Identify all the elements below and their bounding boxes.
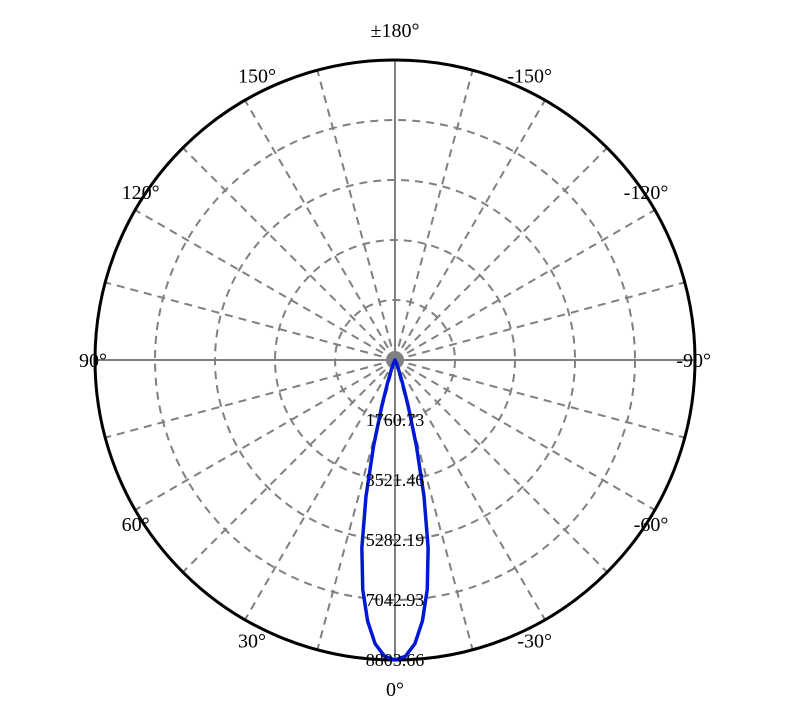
grid-ray <box>245 100 395 360</box>
radial-label: 8803.66 <box>366 650 425 670</box>
radial-label: 1760.73 <box>366 410 425 430</box>
angle-label: -30° <box>517 630 552 652</box>
angle-label: 120° <box>122 182 160 204</box>
angle-label: 60° <box>122 514 150 536</box>
grid-ray <box>395 360 685 438</box>
grid-ray <box>395 100 545 360</box>
angle-label: -60° <box>634 514 669 536</box>
grid-ray <box>317 70 395 360</box>
angle-label: -150° <box>507 66 552 88</box>
grid-ray <box>183 148 395 360</box>
grid-ray <box>135 210 395 360</box>
radial-label: 5282.19 <box>366 530 425 550</box>
grid-ray <box>105 282 395 360</box>
angle-label: ±180° <box>371 20 420 42</box>
angle-label: -120° <box>624 182 669 204</box>
angle-label: -90° <box>676 350 711 372</box>
angle-label: 90° <box>79 350 107 372</box>
polar-chart: 1760.73 3521.46 5282.19 7042.93 8803.66 0° 30°… <box>0 0 791 717</box>
grid-ray <box>395 148 607 360</box>
grid-ray <box>395 360 655 510</box>
angle-label: 150° <box>238 66 276 88</box>
grid-ray <box>395 210 655 360</box>
angle-label: 0° <box>386 679 404 701</box>
grid-ray <box>135 360 395 510</box>
grid-ray <box>105 360 395 438</box>
radial-label: 7042.93 <box>366 590 425 610</box>
radial-label: 3521.46 <box>366 470 425 490</box>
grid-ray <box>395 282 685 360</box>
angle-label: 30° <box>238 630 266 652</box>
grid-ray <box>395 70 473 360</box>
